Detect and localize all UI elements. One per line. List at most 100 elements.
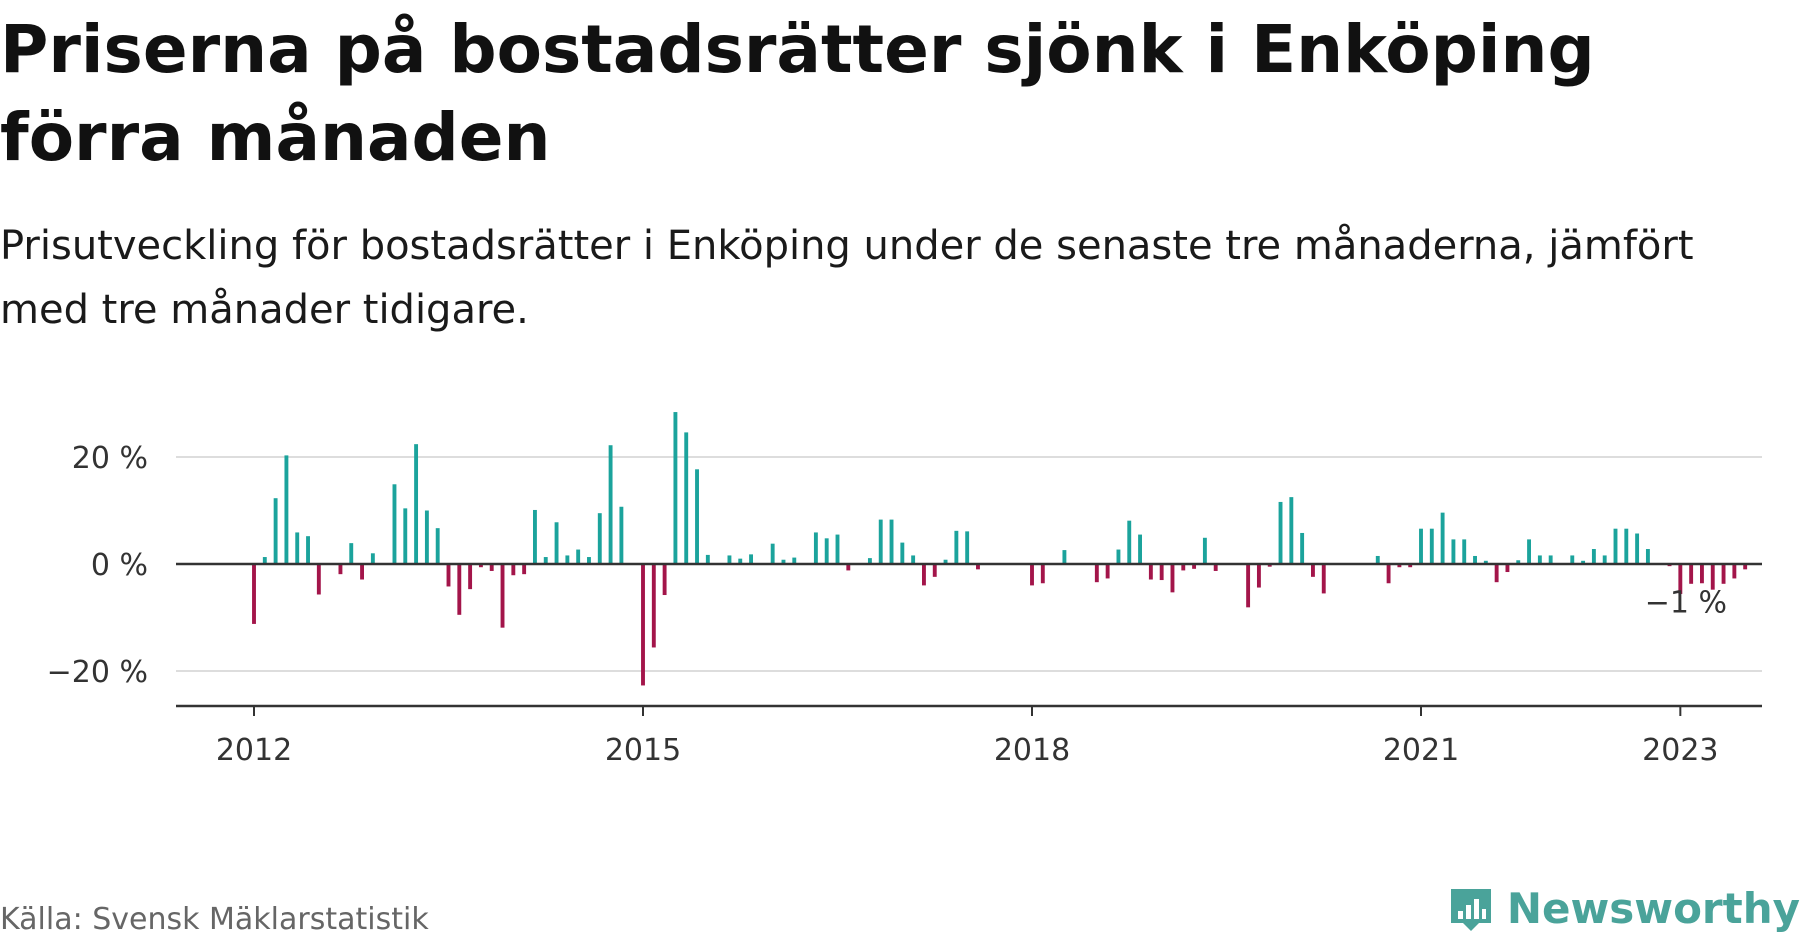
bar <box>684 432 689 564</box>
bar <box>921 564 926 586</box>
x-tick-label: 2015 <box>605 733 681 768</box>
bar <box>1181 564 1186 571</box>
bar <box>435 528 440 564</box>
bar <box>262 557 267 564</box>
bar <box>1516 560 1521 564</box>
bar <box>403 508 408 564</box>
y-tick-label: 0 % <box>91 548 148 583</box>
bar <box>943 559 948 564</box>
bar <box>511 564 516 576</box>
bar <box>1613 528 1618 564</box>
bar <box>554 522 559 564</box>
bar <box>1386 564 1391 584</box>
bar <box>695 469 699 564</box>
x-tick-label: 2012 <box>216 733 292 768</box>
bar <box>1451 539 1456 564</box>
bar <box>1624 528 1629 564</box>
bar <box>295 532 300 564</box>
bar <box>1267 564 1272 567</box>
bar <box>468 564 473 590</box>
x-tick-label: 2018 <box>994 733 1070 768</box>
bar <box>900 542 905 564</box>
bar <box>306 536 310 564</box>
bar <box>1591 549 1596 564</box>
bar <box>349 543 354 564</box>
bar <box>360 564 365 580</box>
x-tick-label: 2023 <box>1642 733 1718 768</box>
bar <box>597 513 602 564</box>
bar <box>1505 564 1510 573</box>
bar <box>273 498 278 564</box>
y-tick-label: 20 % <box>72 441 148 476</box>
bar <box>738 558 743 564</box>
bar <box>424 510 429 564</box>
bar <box>1202 537 1207 564</box>
bar <box>500 564 505 628</box>
bar <box>1030 564 1034 586</box>
bar <box>284 455 289 564</box>
bar <box>1170 564 1175 593</box>
tick-labels: −20 % 0 % 20 % 2012 2015 2018 2021 2023 −1 % <box>47 441 1727 768</box>
bar <box>532 509 537 564</box>
bar <box>522 564 527 575</box>
bar <box>781 559 786 564</box>
bar <box>1635 533 1640 564</box>
bar <box>1246 564 1251 608</box>
bar <box>1321 564 1326 594</box>
bar <box>1213 564 1218 571</box>
bar <box>1602 555 1607 564</box>
bar <box>749 554 754 564</box>
bar <box>889 519 894 564</box>
bar <box>1040 564 1045 584</box>
source-credit: Källa: Svensk Mäklarstatistik <box>0 902 429 937</box>
brand-logo[interactable]: Newsworthy <box>1447 884 1800 933</box>
bar <box>727 555 732 564</box>
gridlines <box>176 456 1762 672</box>
bars <box>252 412 1748 686</box>
bar <box>370 553 375 564</box>
bar <box>1148 564 1153 580</box>
bar <box>1483 560 1488 564</box>
bar <box>1743 564 1748 570</box>
bar <box>705 554 710 564</box>
bar <box>976 564 980 570</box>
bar <box>1138 534 1143 564</box>
bar <box>608 445 613 564</box>
bar <box>414 444 419 564</box>
bar <box>824 538 829 564</box>
bar <box>1710 564 1715 590</box>
bar <box>565 555 570 564</box>
bar <box>457 564 462 615</box>
bar <box>954 530 959 564</box>
bar <box>1192 564 1197 569</box>
last-value-annotation: −1 % <box>1645 585 1727 620</box>
bar <box>1548 555 1553 564</box>
bar <box>1278 501 1283 564</box>
bar <box>932 564 937 577</box>
bar <box>1721 564 1726 584</box>
axes <box>176 562 1762 716</box>
bar <box>1570 555 1575 564</box>
bar <box>1527 539 1532 564</box>
x-tick-label: 2021 <box>1383 733 1459 768</box>
brand-name: Newsworthy <box>1506 884 1800 933</box>
bar <box>1116 549 1121 564</box>
bar <box>1689 564 1694 584</box>
bar <box>651 564 656 648</box>
bar <box>1537 555 1542 564</box>
chart-title: Priserna på bostadsrätter sjönk i Enköpi… <box>0 11 1595 176</box>
bar <box>1473 555 1477 564</box>
bar <box>1645 549 1650 564</box>
bar <box>1732 564 1737 579</box>
bar <box>1310 564 1315 577</box>
bar <box>1105 564 1110 579</box>
bar <box>587 557 591 564</box>
bar <box>673 412 678 564</box>
bar <box>446 564 451 587</box>
y-tick-label: −20 % <box>47 655 148 690</box>
bar <box>1375 555 1380 564</box>
bar <box>792 557 797 564</box>
bar <box>813 532 818 564</box>
bar <box>846 564 851 571</box>
bar <box>1462 539 1467 564</box>
